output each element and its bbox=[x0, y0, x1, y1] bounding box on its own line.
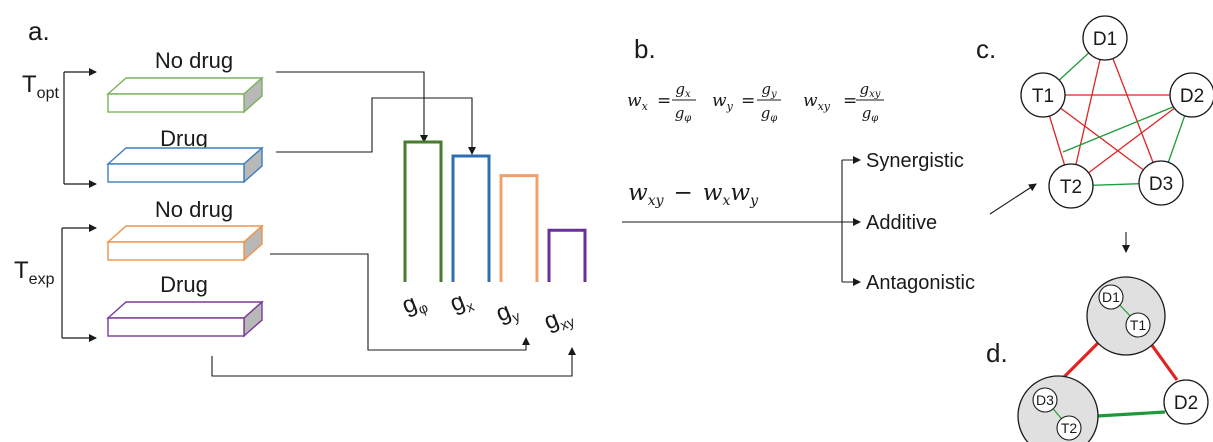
node-d-d1: D1 bbox=[1102, 289, 1120, 305]
bar-g-xy bbox=[547, 228, 587, 282]
node-c-d2: D2 bbox=[1169, 72, 1213, 118]
t-exp-label: Texp bbox=[14, 257, 55, 288]
svg-text:gx: gx bbox=[675, 80, 691, 100]
svg-text:wxy: wxy bbox=[803, 91, 831, 113]
node-d-d2: D2 bbox=[1174, 393, 1198, 414]
node-c-t1: T1 bbox=[1020, 72, 1066, 118]
svg-text:=: = bbox=[741, 91, 755, 111]
outcome-synergistic: Synergistic bbox=[866, 150, 964, 172]
bar-label-g-xy: gxy bbox=[540, 300, 577, 338]
node-d-t1: T1 bbox=[1130, 317, 1147, 333]
svg-text:gxy: gxy bbox=[860, 80, 881, 100]
formula-wx: wx = gx gφ bbox=[627, 80, 696, 124]
t-opt-bracket bbox=[63, 68, 97, 188]
edge-d-cluster2-d2 bbox=[1096, 410, 1166, 418]
interaction-expression: wxy − wxwy bbox=[628, 180, 759, 209]
edge-d2-t2 bbox=[1070, 94, 1193, 187]
connector-arrows bbox=[211, 71, 576, 377]
svg-text:gφ: gφ bbox=[761, 104, 778, 124]
box4-label: Drug bbox=[160, 272, 208, 297]
bar-g-phi bbox=[403, 140, 443, 282]
arrow-to-network-c bbox=[989, 183, 1037, 215]
svg-text:gφ: gφ bbox=[675, 104, 692, 124]
bar-g-y bbox=[499, 174, 539, 282]
box1-culture bbox=[106, 76, 264, 114]
svg-text:=: = bbox=[657, 91, 671, 111]
bar-label-g-y: gy bbox=[492, 295, 522, 330]
node-c-d3: D3 bbox=[1138, 160, 1184, 206]
svg-text:D1: D1 bbox=[1093, 29, 1117, 50]
outcome-antagonistic: Antagonistic bbox=[866, 272, 975, 294]
bar-label-g-phi: gφ bbox=[398, 286, 430, 322]
svg-text:T2: T2 bbox=[1060, 177, 1082, 198]
outcome-additive: Additive bbox=[866, 212, 937, 234]
bar-g-x bbox=[451, 154, 491, 282]
svg-text:wx: wx bbox=[627, 91, 649, 113]
node-d-d2-group: D2 bbox=[1163, 379, 1209, 425]
node-c-d1: D1 bbox=[1082, 15, 1128, 61]
node-d-d3: D3 bbox=[1036, 392, 1054, 408]
cluster-d1-t1: D1 T1 bbox=[1086, 276, 1166, 356]
outcome-arrows bbox=[622, 156, 861, 286]
edge-t2-d2-green bbox=[1062, 99, 1191, 153]
node-c-t2: T2 bbox=[1048, 163, 1094, 209]
box2-label: Drug bbox=[160, 126, 208, 151]
t-exp-bracket bbox=[61, 224, 97, 342]
svg-text:=: = bbox=[843, 91, 857, 111]
t-opt-label: Topt bbox=[22, 71, 59, 102]
svg-text:wy: wy bbox=[712, 91, 734, 113]
bar-label-g-x: gx bbox=[446, 285, 476, 320]
svg-text:T1: T1 bbox=[1032, 86, 1054, 107]
network-c-nodes: D1 T1 D2 T2 D3 bbox=[1020, 15, 1213, 209]
formula-wxy: wxy = gxy gφ bbox=[803, 80, 884, 124]
svg-text:D3: D3 bbox=[1149, 174, 1173, 195]
svg-text:D2: D2 bbox=[1180, 86, 1204, 107]
panel-label-c: c. bbox=[976, 34, 996, 64]
edge-d-cluster1-cluster2 bbox=[1059, 335, 1106, 382]
panel-label-b: b. bbox=[634, 34, 656, 64]
svg-text:gy: gy bbox=[761, 80, 777, 100]
panel-label-d: d. bbox=[986, 338, 1008, 368]
svg-text:gφ: gφ bbox=[862, 104, 879, 124]
box3-culture bbox=[106, 224, 264, 262]
box2-culture bbox=[106, 146, 264, 184]
panel-label-a: a. bbox=[28, 16, 50, 46]
growth-bars bbox=[403, 140, 587, 282]
edge-d1-d3 bbox=[1104, 37, 1162, 184]
node-d-t2: T2 bbox=[1061, 420, 1078, 436]
formula-wy: wy = gy gφ bbox=[712, 80, 781, 124]
box4-culture bbox=[106, 300, 264, 338]
box3-label: No drug bbox=[155, 197, 233, 222]
edge-d1-t2 bbox=[1070, 37, 1106, 187]
cluster-d3-t2: D3 T2 bbox=[1017, 375, 1099, 442]
edge-t1-d3 bbox=[1042, 94, 1162, 184]
box1-label: No drug bbox=[155, 48, 233, 73]
